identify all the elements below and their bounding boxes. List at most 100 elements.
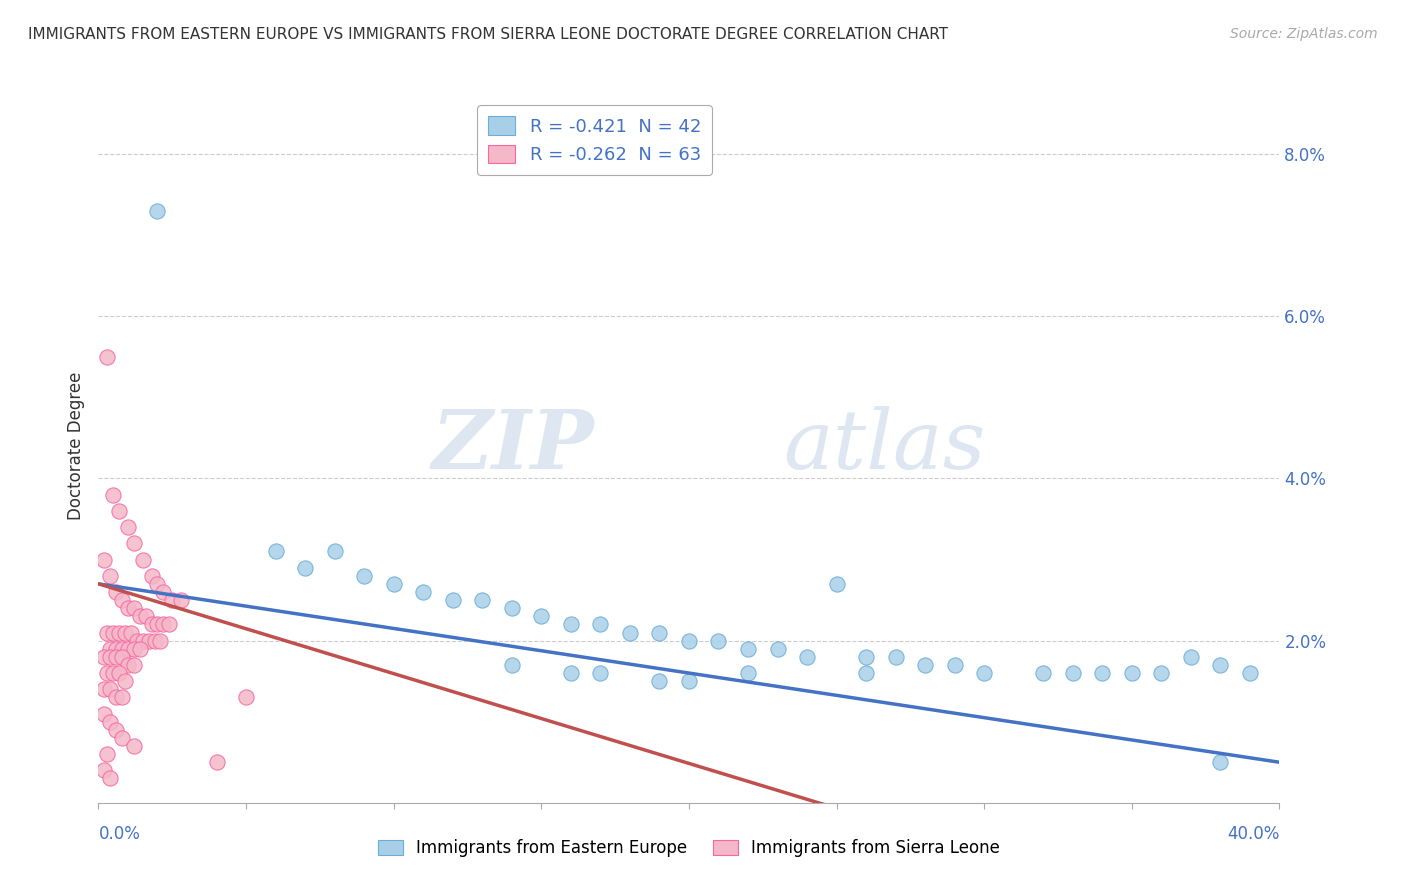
Point [103, 625, 125, 640]
Text: 40.0%: 40.0% [1227, 825, 1279, 843]
Point [117, 520, 139, 534]
Point [1062, 666, 1084, 681]
Point [93, 682, 115, 697]
Point [93, 706, 115, 721]
Point [1032, 666, 1054, 681]
Point [1209, 756, 1232, 770]
Point [648, 625, 671, 640]
Point [98, 641, 121, 656]
Text: Source: ZipAtlas.com: Source: ZipAtlas.com [1230, 27, 1378, 41]
Point [143, 633, 166, 648]
Point [914, 657, 936, 672]
Y-axis label: Doctorate Degree: Doctorate Degree [66, 372, 84, 520]
Point [162, 593, 183, 607]
Point [648, 674, 671, 689]
Point [98, 772, 121, 786]
Point [501, 601, 523, 615]
Point [855, 666, 877, 681]
Point [235, 690, 257, 705]
Point [560, 617, 582, 632]
Point [737, 641, 759, 656]
Point [146, 577, 169, 591]
Point [111, 649, 134, 664]
Point [122, 601, 145, 615]
Point [122, 739, 145, 753]
Text: atlas: atlas [783, 406, 986, 486]
Point [117, 641, 139, 656]
Point [120, 625, 142, 640]
Point [105, 723, 128, 737]
Point [98, 568, 121, 582]
Point [678, 674, 700, 689]
Point [96, 747, 118, 761]
Point [1180, 649, 1202, 664]
Point [128, 609, 150, 624]
Point [205, 756, 228, 770]
Point [152, 617, 174, 632]
Point [1150, 666, 1173, 681]
Point [96, 666, 118, 681]
Point [93, 649, 115, 664]
Point [766, 641, 789, 656]
Point [1121, 666, 1143, 681]
Point [103, 488, 125, 502]
Point [114, 625, 136, 640]
Point [103, 666, 125, 681]
Point [737, 666, 759, 681]
Text: IMMIGRANTS FROM EASTERN EUROPE VS IMMIGRANTS FROM SIERRA LEONE DOCTORATE DEGREE : IMMIGRANTS FROM EASTERN EUROPE VS IMMIGR… [28, 27, 948, 42]
Point [1209, 657, 1232, 672]
Point [1091, 666, 1114, 681]
Point [146, 203, 169, 218]
Point [619, 625, 641, 640]
Text: 0.0%: 0.0% [98, 825, 141, 843]
Point [501, 657, 523, 672]
Point [135, 609, 157, 624]
Point [105, 641, 128, 656]
Point [105, 585, 128, 599]
Point [98, 714, 121, 729]
Point [114, 674, 136, 689]
Point [707, 633, 730, 648]
Point [170, 593, 193, 607]
Point [108, 666, 131, 681]
Point [855, 649, 877, 664]
Point [589, 617, 612, 632]
Point [294, 560, 316, 574]
Point [125, 633, 148, 648]
Point [382, 577, 405, 591]
Point [884, 649, 907, 664]
Point [122, 536, 145, 550]
Point [323, 544, 346, 558]
Point [132, 552, 155, 566]
Point [138, 633, 160, 648]
Point [108, 504, 131, 518]
Point [560, 666, 582, 681]
Point [105, 690, 128, 705]
Point [117, 657, 139, 672]
Point [111, 690, 134, 705]
Point [825, 577, 848, 591]
Point [530, 609, 553, 624]
Point [678, 633, 700, 648]
Point [111, 641, 134, 656]
Point [149, 633, 172, 648]
Point [589, 666, 612, 681]
Point [412, 585, 434, 599]
Point [105, 649, 128, 664]
Point [122, 641, 145, 656]
Point [117, 601, 139, 615]
Point [141, 568, 163, 582]
Text: ZIP: ZIP [432, 406, 595, 486]
Point [441, 593, 464, 607]
Point [111, 731, 134, 745]
Point [157, 617, 180, 632]
Point [152, 585, 174, 599]
Point [146, 617, 169, 632]
Point [471, 593, 494, 607]
Point [1239, 666, 1261, 681]
Point [98, 649, 121, 664]
Point [141, 617, 163, 632]
Point [796, 649, 818, 664]
Point [122, 657, 145, 672]
Point [93, 764, 115, 778]
